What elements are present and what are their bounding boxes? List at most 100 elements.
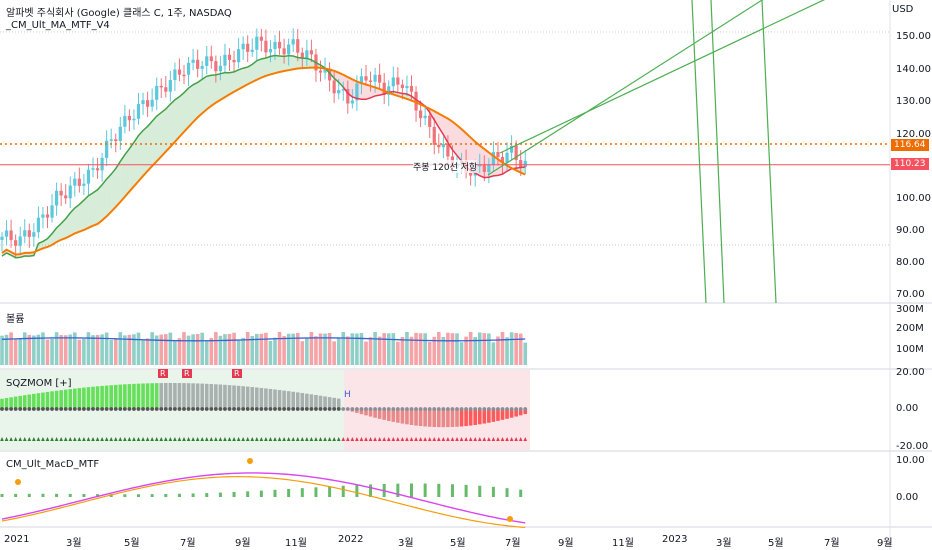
candle-body bbox=[409, 85, 414, 92]
macd-histogram-bar bbox=[423, 483, 427, 497]
volume-bar bbox=[54, 332, 59, 365]
candle-body bbox=[296, 39, 300, 53]
ma-fill-segment bbox=[224, 72, 230, 98]
sqz-marker bbox=[482, 437, 487, 441]
candle-body bbox=[496, 152, 500, 158]
sqz-dot bbox=[9, 407, 14, 411]
sqz-marker bbox=[473, 437, 477, 441]
currency-label: USD bbox=[892, 4, 914, 15]
sqz-dot bbox=[273, 407, 277, 411]
sqz-dot bbox=[314, 407, 318, 411]
sqz-dot bbox=[468, 407, 473, 411]
time-tick: 3월 bbox=[716, 538, 732, 549]
ma-fill-segment bbox=[265, 56, 271, 76]
sqz-dot bbox=[59, 407, 64, 411]
candle-body bbox=[259, 36, 263, 41]
trend-line bbox=[487, 0, 764, 176]
sqz-dot bbox=[336, 407, 341, 411]
volume-bar bbox=[218, 335, 223, 365]
ma-fill-segment bbox=[179, 92, 184, 137]
symbol-title[interactable]: 알파벳 주식회사 (Google) 클래스 C, 1주, NASDAQ bbox=[6, 8, 232, 19]
sqz-dot bbox=[118, 407, 123, 411]
volume-bar bbox=[309, 332, 314, 365]
ma-fill-segment bbox=[261, 58, 266, 78]
volume-bar bbox=[332, 341, 336, 365]
sqz-dot bbox=[341, 407, 346, 411]
macd-histogram-bar bbox=[137, 494, 140, 497]
volume-bar bbox=[86, 332, 91, 365]
sqz-marker bbox=[409, 437, 414, 441]
volume-bar bbox=[386, 333, 391, 365]
candle-body bbox=[491, 152, 495, 165]
sqz-marker bbox=[264, 437, 268, 441]
sqz-dot bbox=[186, 407, 191, 411]
ma-fill-segment bbox=[361, 83, 366, 100]
sqz-marker bbox=[355, 437, 359, 441]
sqz-marker bbox=[141, 437, 145, 441]
sqz-bar bbox=[27, 394, 32, 409]
price-label-dotted[interactable]: 116.64 bbox=[891, 139, 929, 151]
ma-fill-segment bbox=[484, 148, 489, 178]
price-label-hline[interactable]: 110.23 bbox=[891, 158, 929, 170]
candle-body bbox=[291, 39, 295, 45]
macd-histogram-bar bbox=[464, 484, 468, 497]
sqz-marker bbox=[13, 437, 18, 441]
sqz-marker bbox=[177, 437, 182, 441]
sqz-marker bbox=[63, 437, 68, 441]
macd-histogram-bar bbox=[218, 492, 222, 497]
volume-bar bbox=[414, 332, 418, 365]
volume-bar bbox=[41, 332, 45, 365]
sqz-marker bbox=[164, 437, 168, 441]
sqz-bar bbox=[100, 385, 104, 409]
time-tick: 9월 bbox=[235, 538, 251, 549]
candle-body bbox=[400, 84, 404, 88]
time-tick: 11월 bbox=[285, 538, 307, 549]
candle-body bbox=[0, 236, 4, 240]
macd-title[interactable]: CM_Ult_MacD_MTF bbox=[6, 459, 100, 470]
sqz-dot bbox=[245, 407, 250, 411]
candle-body bbox=[346, 89, 350, 104]
sqz-bar bbox=[54, 390, 59, 409]
candle-body bbox=[237, 49, 241, 63]
sqz-bar bbox=[36, 393, 41, 409]
sqz-dot bbox=[54, 407, 59, 411]
sqz-marker bbox=[391, 437, 396, 441]
volume-bar bbox=[441, 336, 446, 365]
sqz-title[interactable]: SQZMOM [+] bbox=[6, 378, 72, 389]
volume-bar bbox=[323, 333, 327, 365]
sqz-marker bbox=[236, 437, 241, 441]
candle-body bbox=[27, 230, 31, 237]
candle-body bbox=[282, 48, 286, 55]
volume-bar bbox=[268, 340, 273, 365]
volume-bar bbox=[418, 333, 423, 365]
candle-body bbox=[309, 50, 313, 55]
sqz-marker bbox=[396, 437, 400, 441]
sqz-marker bbox=[291, 437, 295, 441]
sqz-marker bbox=[54, 437, 59, 441]
sqz-marker bbox=[95, 437, 100, 441]
candle-body bbox=[469, 172, 473, 176]
volume-tick: 200M bbox=[896, 323, 924, 334]
sqz-bar bbox=[255, 387, 259, 409]
candle-body bbox=[191, 59, 195, 63]
indicator-label[interactable]: _CM_Ult_MA_MTF_V4 bbox=[6, 20, 110, 31]
sqz-dot bbox=[477, 407, 482, 411]
sqz-marker bbox=[268, 437, 273, 441]
ma-fill-segment bbox=[97, 184, 103, 224]
volume-title[interactable]: 볼륨 bbox=[6, 314, 25, 325]
sqz-bar bbox=[268, 388, 273, 409]
candle-body bbox=[127, 115, 131, 121]
sqz-dot bbox=[191, 407, 196, 411]
candle-body bbox=[109, 139, 113, 141]
volume-bar bbox=[264, 332, 268, 365]
sqz-bar bbox=[496, 409, 500, 421]
sqz-dot bbox=[432, 407, 437, 411]
sqz-dot bbox=[391, 407, 396, 411]
sqz-dot bbox=[282, 407, 286, 411]
sqz-bar bbox=[45, 391, 50, 409]
sqz-bar bbox=[437, 409, 441, 428]
macd-histogram-bar bbox=[437, 483, 441, 497]
sqz-dot bbox=[509, 407, 514, 411]
sqz-dot bbox=[4, 407, 9, 411]
